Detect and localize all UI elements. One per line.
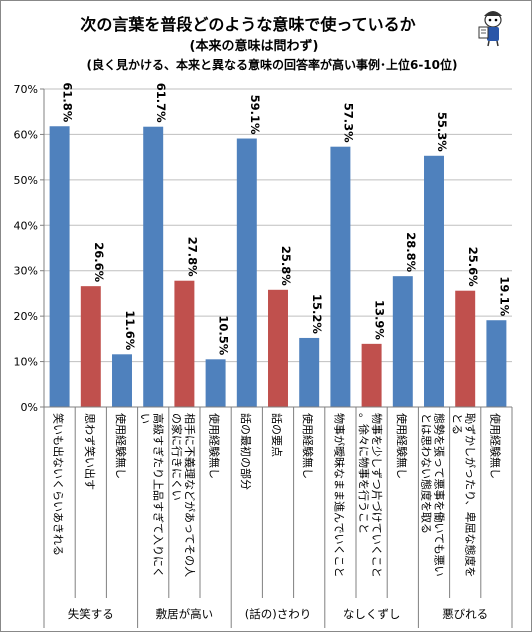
- group-label: 悪びれる: [442, 607, 488, 621]
- chart-subtitle-1: (本来の意味は問わず): [190, 38, 319, 54]
- chart-subtitle-2: (良く見かける、本来と異なる意味の回答率が高い事例･上位6-10位): [86, 57, 457, 72]
- bar: [392, 276, 413, 407]
- group-label: なしくずし: [343, 607, 401, 621]
- value-label: 15.2%: [310, 294, 324, 334]
- bar: [486, 320, 507, 407]
- category-label: 高級すぎたり上品すぎて入りにく: [152, 413, 166, 578]
- bar: [236, 138, 257, 407]
- group-labels: 失笑する 敷居が高い (話の)さわり なしくずし 悪びれる: [68, 607, 488, 621]
- y-tick-label: 60%: [14, 128, 38, 141]
- chart-title: 次の言葉を普段どのような意味で使っているか: [80, 15, 415, 34]
- bar: [49, 126, 70, 407]
- category-label: い: [139, 413, 152, 424]
- value-label: 61.7%: [154, 83, 168, 123]
- bar: [330, 146, 351, 408]
- value-label: 61.8%: [61, 82, 75, 122]
- bar: [112, 354, 132, 407]
- group-label: 敷居が高い: [156, 607, 214, 621]
- bar: [205, 359, 226, 407]
- y-tick-label: 30%: [14, 265, 38, 278]
- value-label: 25.8%: [279, 246, 293, 286]
- category-label: 物事が曖昧なまま進んでいくこと: [332, 413, 346, 577]
- value-label: 11.6%: [123, 310, 137, 350]
- y-tick-label: 70%: [14, 83, 38, 96]
- bar: [455, 290, 476, 407]
- group-label: (話の)さわり: [245, 607, 311, 621]
- value-label: 55.3%: [435, 112, 449, 152]
- category-label: 話の要点: [270, 413, 284, 457]
- category-label: とは思わない態度を取る: [420, 413, 434, 534]
- category-label: 恥ずかしがったり、卑屈な態度を: [464, 413, 478, 578]
- category-labels: 笑いも出ないくらいあきれる 思わず笑い出す 使用経験無し 高級すぎたり上品すぎて入りに…: [52, 413, 503, 578]
- y-tick-label: 20%: [14, 310, 38, 323]
- category-label: とる: [451, 413, 464, 435]
- bar: [299, 337, 320, 407]
- value-label: 28.8%: [404, 232, 418, 272]
- bar: [268, 289, 288, 407]
- category-label: 使用経験無し: [395, 413, 409, 479]
- y-tick-label: 50%: [14, 174, 38, 187]
- value-label: 57.3%: [341, 103, 355, 143]
- value-label: 19.1%: [497, 276, 511, 316]
- category-label: 使用経験無し: [208, 413, 222, 479]
- category-label: 相手に不義理などがあってその人: [183, 413, 197, 577]
- mascot-icon: [478, 11, 502, 47]
- group-dividers: [43, 407, 513, 628]
- bar: [80, 286, 101, 407]
- value-label: 25.6%: [466, 247, 480, 287]
- category-label: 笑いも出ないくらいあきれる: [52, 413, 66, 556]
- y-tick-label: 0%: [21, 401, 38, 414]
- category-label: 態勢を張って悪事を働いても悪い: [433, 413, 447, 577]
- bar: [143, 126, 164, 407]
- category-label: 使用経験無し: [488, 413, 502, 479]
- group-label: 失笑する: [68, 607, 114, 621]
- bar: [361, 343, 382, 407]
- category-label: 思わず笑い出す: [83, 413, 97, 490]
- y-tick-label: 10%: [14, 356, 38, 369]
- value-label: 59.1%: [248, 95, 262, 135]
- bar: [424, 155, 444, 407]
- category-label: 使用経験無し: [114, 413, 128, 479]
- category-label: 物事を少しずつ片づけていくこと: [370, 413, 384, 578]
- bar: [174, 280, 195, 407]
- category-label: 使用経験無し: [301, 413, 315, 479]
- value-label: 26.6%: [92, 242, 106, 282]
- value-labels: 61.8% 26.6% 11.6% 61.7% 27.8% 10.5% 59.1% 25.8%…: [61, 82, 512, 355]
- y-tick-label: 40%: [14, 219, 38, 232]
- bars: [49, 126, 507, 408]
- value-label: 27.8%: [185, 237, 199, 277]
- y-axis-ticks: 0% 10% 20% 30% 40% 50% 60% 70%: [14, 83, 44, 414]
- value-label: 10.5%: [217, 315, 231, 355]
- value-label: 13.9%: [373, 300, 387, 340]
- category-label: 話の最初の部分: [239, 413, 253, 490]
- category-label: 。徐々に物事を行うこと: [357, 413, 371, 534]
- category-label: の家に行きにくい: [170, 413, 184, 501]
